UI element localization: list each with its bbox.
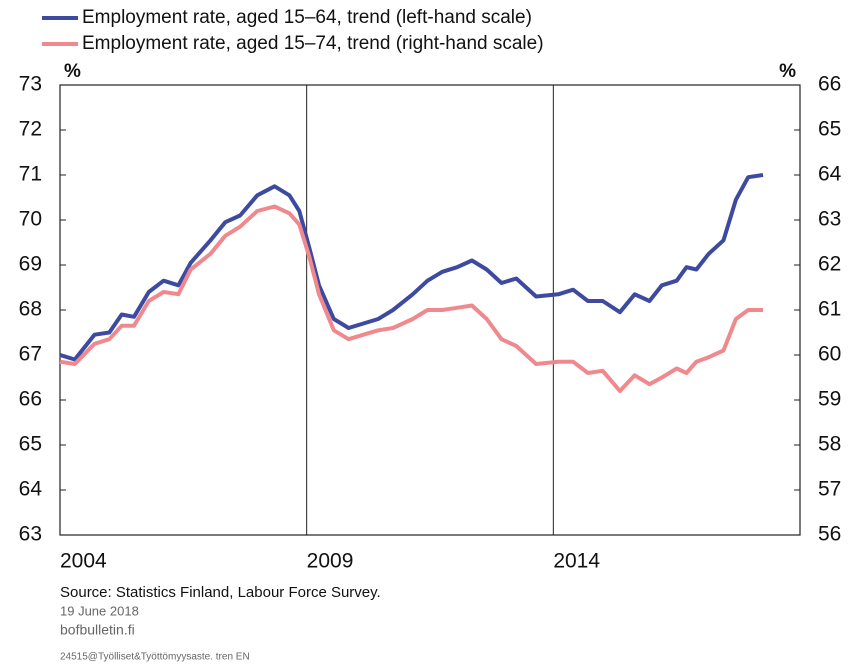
- y2-tick-label: 58: [818, 433, 841, 456]
- site: bofbulletin.fi: [60, 622, 135, 638]
- series-line: [59, 173, 764, 362]
- y2-tick-label: 56: [818, 523, 841, 546]
- y-tick-label: 72: [19, 118, 42, 141]
- y-tick-label: 71: [19, 163, 42, 186]
- y2-tick-label: 60: [818, 343, 841, 366]
- y2-tick-label: 57: [818, 478, 841, 501]
- y-tick-label: 66: [19, 388, 42, 411]
- y-tick-label: 65: [19, 433, 42, 456]
- y-tick-label: 63: [19, 523, 42, 546]
- y2-unit: %: [779, 61, 796, 82]
- legend-label: Employment rate, aged 15–64, trend (left…: [82, 7, 532, 28]
- y-unit: %: [64, 61, 81, 82]
- y-tick-label: 68: [19, 298, 42, 321]
- y-tick-label: 69: [19, 253, 42, 276]
- y2-tick-label: 66: [818, 73, 841, 96]
- x-tick-label: 2004: [60, 550, 107, 573]
- source: Source: Statistics Finland, Labour Force…: [60, 584, 381, 601]
- x-tick-label: 2014: [553, 550, 600, 573]
- series-line: [59, 204, 763, 393]
- y-tick-label: 67: [19, 343, 42, 366]
- y2-tick-label: 65: [818, 118, 841, 141]
- x-tick-label: 2009: [307, 550, 354, 573]
- y-tick-label: 73: [19, 73, 42, 96]
- y2-tick-label: 63: [818, 208, 841, 231]
- y2-tick-label: 64: [818, 163, 842, 186]
- y2-tick-label: 59: [818, 388, 841, 411]
- date: 19 June 2018: [60, 603, 139, 618]
- y-tick-label: 70: [19, 208, 42, 231]
- y-tick-label: 64: [19, 478, 43, 501]
- y2-tick-label: 62: [818, 253, 841, 276]
- code: 24515@Työlliset&Työttömyysaste. tren EN: [60, 652, 250, 663]
- y2-tick-label: 61: [818, 298, 841, 321]
- legend-label: Employment rate, aged 15–74, trend (righ…: [82, 33, 544, 54]
